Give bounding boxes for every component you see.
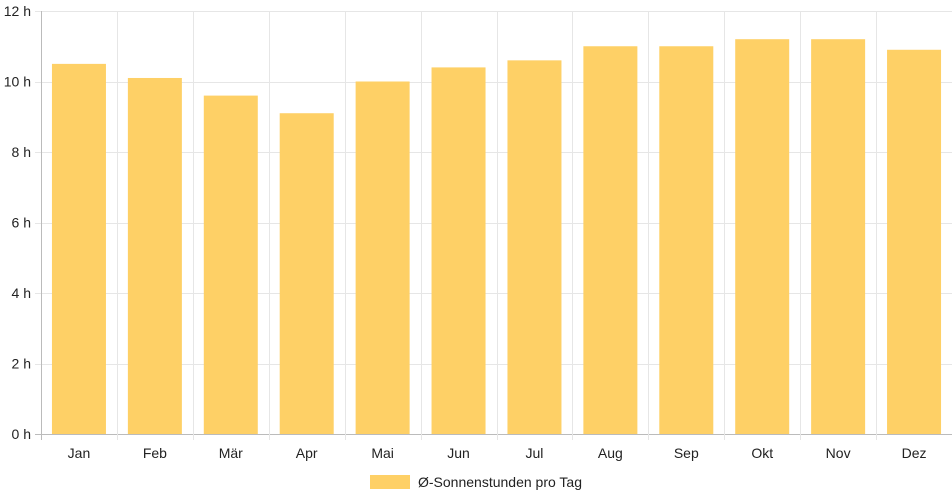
x-tick-label: Dez xyxy=(902,445,927,461)
x-tick-label: Feb xyxy=(143,445,167,461)
x-tick-label: Jul xyxy=(526,445,544,461)
bar-apr[interactable] xyxy=(279,113,334,434)
y-tick-label: 12 h xyxy=(4,3,31,19)
y-tick-label: 0 h xyxy=(12,426,31,442)
y-axis-ticks: 0 h 2 h 4 h 6 h 8 h 10 h 12 h xyxy=(4,3,31,442)
bar-dez[interactable] xyxy=(887,49,942,435)
x-tick-label: Sep xyxy=(674,445,699,461)
bar-jun[interactable] xyxy=(431,67,486,435)
bar-feb[interactable] xyxy=(127,77,182,434)
bar-nov[interactable] xyxy=(811,39,866,434)
x-tick-label: Mai xyxy=(371,445,394,461)
x-tick-label: Okt xyxy=(751,445,773,461)
y-tick-label: 10 h xyxy=(4,74,31,90)
bar-jul[interactable] xyxy=(507,60,562,434)
x-tick-label: Jun xyxy=(447,445,470,461)
y-tick-label: 6 h xyxy=(12,215,31,231)
x-axis-ticks: Jan Feb Mär Apr Mai Jun Jul Aug Sep Okt Nov Dez xyxy=(68,445,927,461)
bar-mai[interactable] xyxy=(355,81,410,435)
bar-jan[interactable] xyxy=(51,63,106,434)
bar-aug[interactable] xyxy=(583,46,638,434)
x-tick-label: Aug xyxy=(598,445,623,461)
x-tick-label: Nov xyxy=(826,445,851,461)
legend-label[interactable]: Ø-Sonnenstunden pro Tag xyxy=(418,474,582,490)
grid-lines xyxy=(35,11,952,440)
legend-swatch[interactable] xyxy=(370,475,410,489)
y-tick-label: 4 h xyxy=(12,285,31,301)
bars xyxy=(51,39,942,435)
x-tick-label: Jan xyxy=(68,445,91,461)
y-tick-label: 8 h xyxy=(12,144,31,160)
bar-mär[interactable] xyxy=(203,95,258,434)
x-tick-label: Apr xyxy=(296,445,318,461)
bar-sep[interactable] xyxy=(659,46,714,434)
legend[interactable]: Ø-Sonnenstunden pro Tag xyxy=(370,474,582,490)
bar-okt[interactable] xyxy=(735,39,790,434)
x-tick-label: Mär xyxy=(219,445,243,461)
y-tick-label: 2 h xyxy=(12,356,31,372)
